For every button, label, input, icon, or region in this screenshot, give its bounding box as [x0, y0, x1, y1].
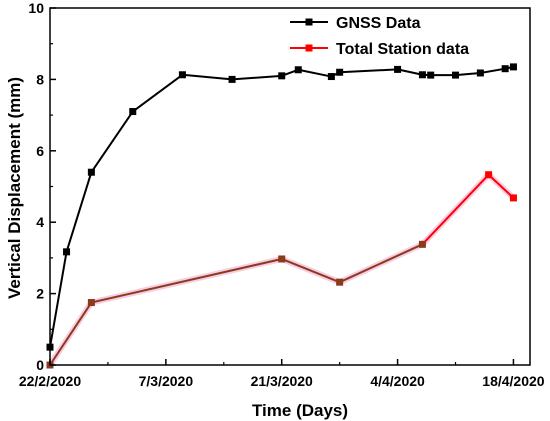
plot-area — [46, 63, 517, 369]
series-line-segment — [49, 251, 68, 348]
data-point — [485, 171, 493, 179]
x-tick-label: 21/3/2020 — [251, 373, 313, 389]
y-tick-label: 4 — [36, 214, 44, 230]
series-line-halo — [47, 171, 516, 367]
x-tick-label: 22/2/2020 — [19, 373, 81, 389]
legend-entry: GNSS Data — [290, 15, 421, 32]
data-point — [294, 66, 302, 74]
y-tick-label: 0 — [36, 357, 44, 373]
y-axis-title: Vertical Displacement (mm) — [5, 77, 24, 299]
x-tick-label: 18/4/2020 — [482, 373, 544, 389]
data-point — [418, 240, 426, 248]
data-point — [452, 71, 460, 79]
series-line-segment — [298, 68, 332, 78]
data-point — [509, 194, 517, 202]
legend: GNSS Data Total Station data — [290, 15, 469, 58]
data-point — [278, 255, 286, 263]
series-line-segment — [455, 71, 481, 77]
data-point — [129, 108, 137, 116]
series-line-segment — [339, 243, 423, 284]
y-tick-label: 6 — [36, 143, 44, 159]
data-point — [87, 299, 95, 307]
series-gnss — [46, 63, 517, 351]
data-point — [509, 63, 517, 71]
series-line-segment — [487, 173, 515, 199]
legend-marker — [305, 44, 313, 52]
series-line-segment — [231, 74, 282, 81]
data-point — [228, 75, 236, 83]
series-line-segment — [421, 174, 490, 246]
x-tick-label: 7/3/2020 — [139, 373, 194, 389]
x-axis-title: Time (Days) — [252, 401, 348, 420]
legend-label: Total Station data — [336, 41, 469, 58]
data-point — [87, 168, 95, 176]
series-line-segment — [132, 73, 184, 113]
x-tick-label: 4/4/2020 — [370, 373, 425, 389]
series-line-segment — [65, 171, 93, 253]
series-line-segment — [339, 68, 398, 74]
series-line-segment — [49, 301, 93, 366]
data-point — [63, 248, 71, 256]
y-tick-label: 8 — [36, 71, 44, 87]
series-line-segment — [397, 68, 423, 76]
data-point — [336, 278, 344, 286]
series-line-segment — [90, 110, 134, 173]
data-point — [418, 71, 426, 79]
y-tick-label: 10 — [28, 0, 44, 16]
data-point — [278, 72, 286, 80]
series-line-segment — [281, 258, 341, 284]
legend-entry: Total Station data — [290, 41, 469, 58]
series-line-segment — [91, 257, 282, 304]
data-point — [336, 68, 344, 76]
plot-frame — [49, 7, 531, 366]
axes: 0 2 4 6 8 10 22/2/2020 7/3/2020 21/3/2020 4/4/202… — [19, 0, 545, 389]
series-total-station — [46, 171, 517, 369]
legend-marker — [305, 18, 313, 26]
data-point — [327, 73, 335, 81]
data-point — [501, 65, 509, 73]
data-point — [476, 69, 484, 77]
data-point — [427, 71, 435, 79]
data-point — [178, 71, 186, 79]
y-tick-label: 2 — [36, 286, 44, 302]
legend-label: GNSS Data — [336, 15, 421, 32]
series-line-segment — [182, 73, 233, 81]
data-point — [394, 65, 402, 73]
series-line-segment — [480, 67, 506, 74]
